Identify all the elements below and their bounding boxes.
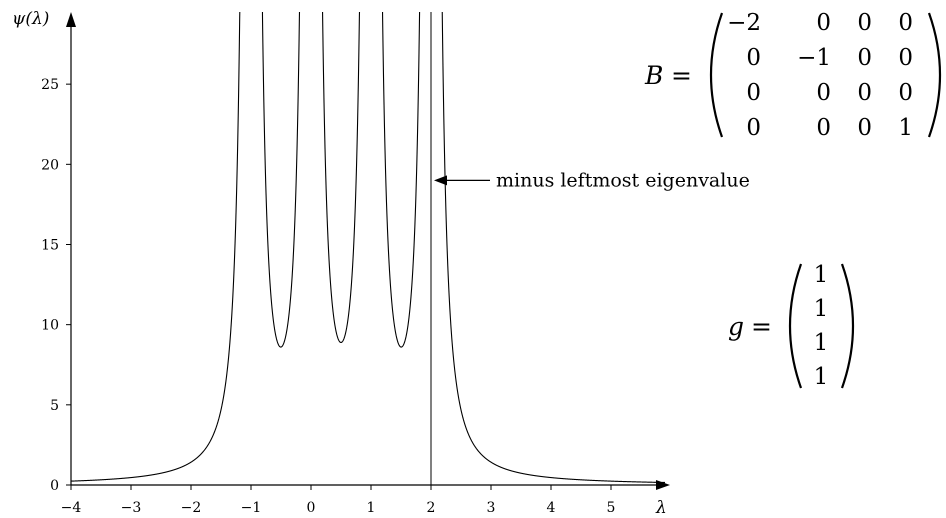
y-tick-label: 0 — [50, 478, 59, 494]
matrix-b-entry: 0 — [857, 45, 872, 71]
psi-curve — [71, 11, 665, 484]
vector-g-right-paren — [840, 263, 855, 389]
matrix-b-entry: 0 — [898, 45, 913, 71]
x-ticks: −4 −3 −2 −1 0 1 2 3 4 5 — [61, 485, 616, 516]
vector-g-left-paren — [788, 263, 803, 389]
x-tick-label: 3 — [487, 500, 496, 516]
y-tick-label: 15 — [41, 237, 59, 253]
matrix-b-entry: 0 — [746, 45, 761, 71]
matrix-b: B = −2 0 0 00 −1 0 00 0 0 00 0 0 1 — [644, 10, 942, 141]
x-tick-label: −2 — [181, 500, 202, 516]
matrix-b-entry: 0 — [857, 115, 872, 141]
matrix-b-entry: −1 — [797, 45, 831, 71]
annotation-label: minus leftmost eigenvalue — [496, 169, 750, 191]
x-tick-label: −1 — [241, 500, 262, 516]
matrix-b-right-paren — [927, 12, 942, 138]
vector-g-entry: 1 — [814, 296, 829, 322]
y-tick-label: 5 — [50, 398, 59, 414]
annotation-arrow-head — [434, 175, 447, 186]
y-tick-label: 10 — [41, 318, 59, 334]
y-tick-label: 20 — [41, 157, 59, 173]
matrix-b-equals: = — [671, 61, 692, 90]
vector-g: g = 1 1 1 1 — [728, 262, 855, 390]
matrix-b-entry: −2 — [727, 10, 761, 36]
matrix-b-left-paren — [709, 12, 724, 138]
vector-g-entry: 1 — [814, 330, 829, 356]
matrix-b-entry: 0 — [898, 10, 913, 36]
matrix-b-entry: 0 — [857, 10, 872, 36]
y-ticks: 0 5 10 15 20 25 — [41, 77, 71, 494]
x-tick-label: 2 — [427, 500, 436, 516]
x-tick-label: 4 — [547, 500, 556, 516]
y-tick-label: 25 — [41, 77, 59, 93]
y-axis-title: ψ(λ) — [12, 9, 49, 29]
matrix-b-entry: 0 — [898, 80, 913, 106]
x-axis-arrow — [656, 480, 670, 490]
matrix-b-entry: 0 — [857, 80, 872, 106]
x-tick-label: −4 — [61, 500, 82, 516]
matrix-b-entry: 0 — [746, 80, 761, 106]
vector-g-equals: = — [751, 312, 772, 341]
y-axis-arrow — [66, 12, 76, 27]
x-tick-label: 0 — [307, 500, 316, 516]
x-tick-label: 1 — [367, 500, 376, 516]
matrix-b-entry: 1 — [898, 115, 913, 141]
matrix-b-entry: 0 — [746, 115, 761, 141]
matrix-b-entry: 0 — [816, 80, 831, 106]
vector-g-entry: 1 — [814, 262, 829, 288]
x-axis-title: λ — [655, 498, 667, 518]
matrix-b-entry: 0 — [816, 10, 831, 36]
matrix-b-entry: 0 — [816, 115, 831, 141]
vector-g-name: g — [728, 312, 744, 341]
vector-g-entry: 1 — [814, 364, 829, 390]
x-tick-label: 5 — [607, 500, 616, 516]
matrix-b-name: B — [644, 61, 663, 90]
x-tick-label: −3 — [121, 500, 142, 516]
